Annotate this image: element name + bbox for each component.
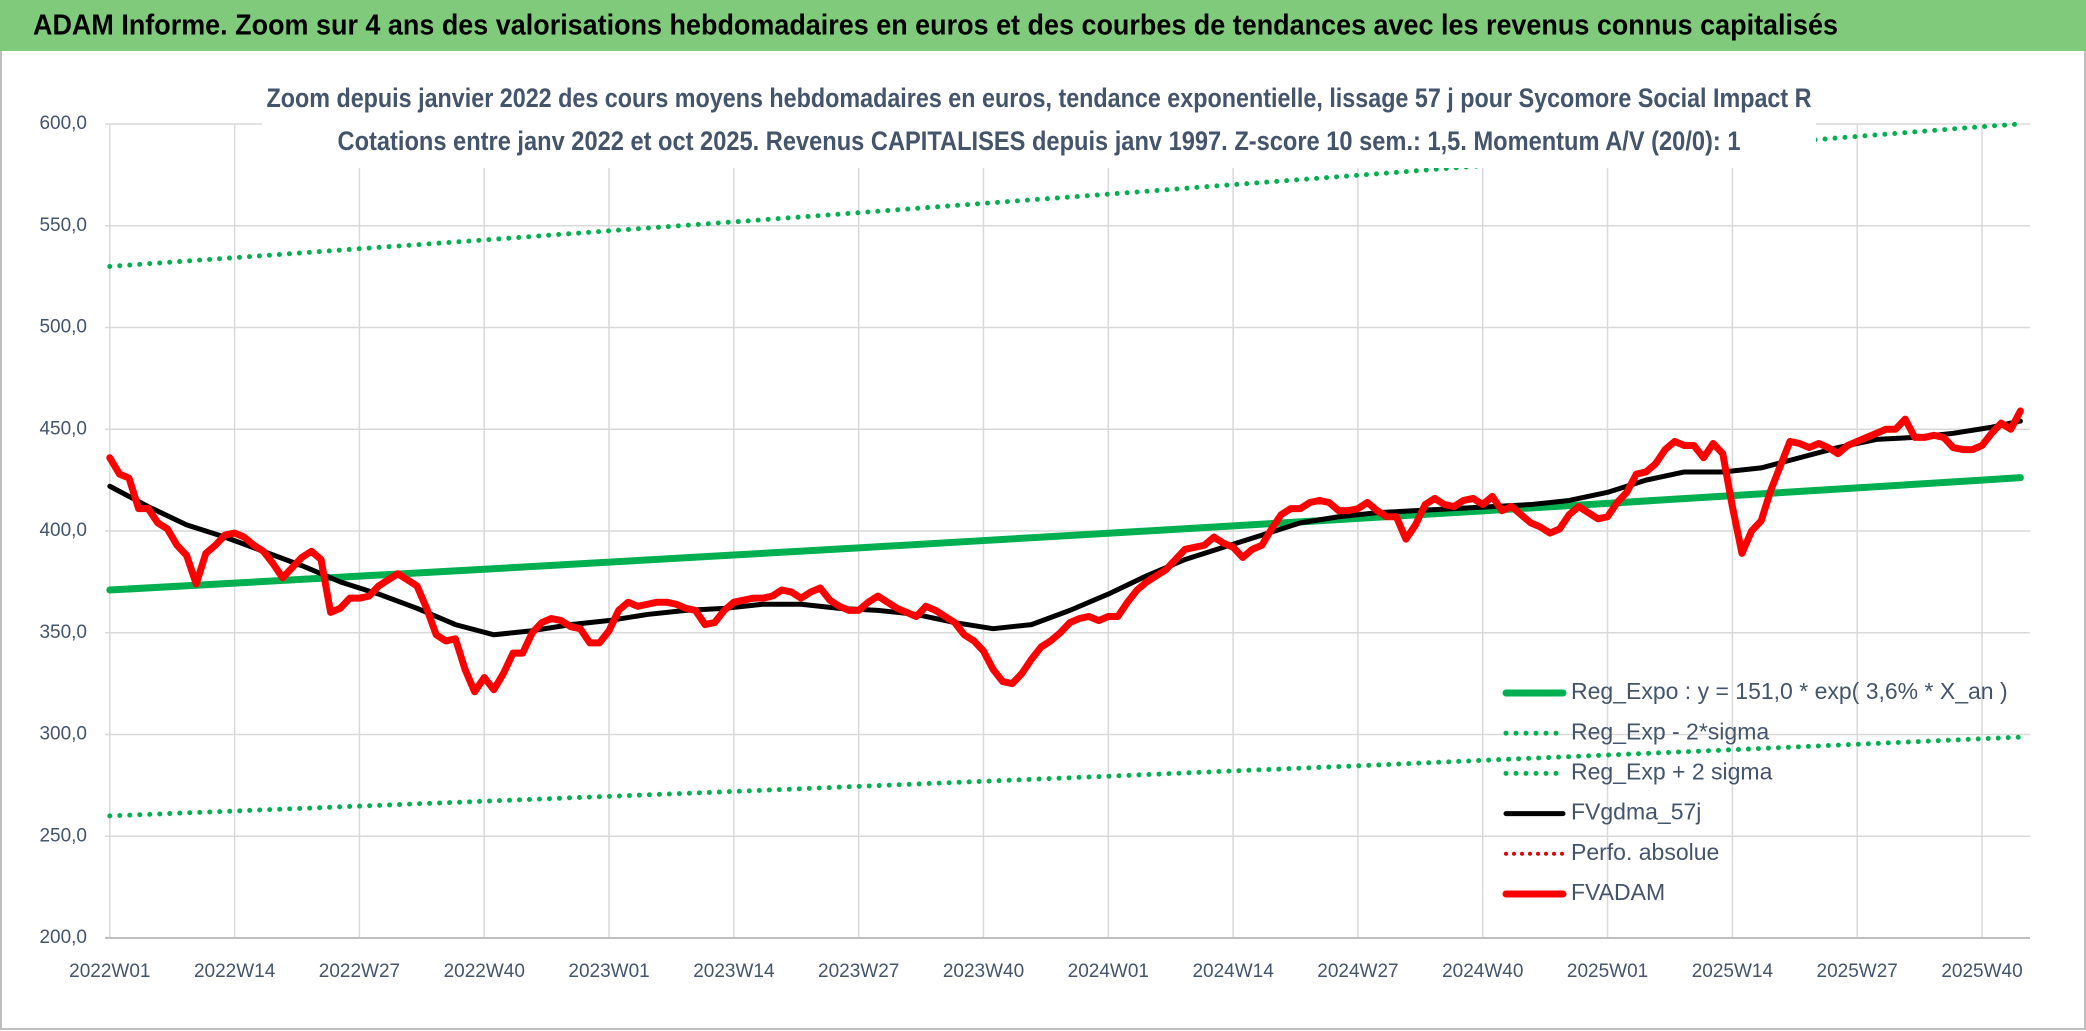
x-tick-label: 2023W14 [693, 961, 775, 982]
x-tick-label: 2022W27 [319, 961, 400, 982]
x-tick-label: 2024W14 [1192, 961, 1274, 982]
chart-title: Zoom depuis janvier 2022 des cours moyen… [267, 83, 1812, 113]
y-tick-label: 600,0 [39, 113, 87, 134]
x-tick-label: 2024W27 [1317, 961, 1398, 982]
x-tick-label: 2022W40 [444, 961, 525, 982]
legend-label: Reg_Exp + 2 sigma [1571, 758, 1773, 784]
header: ADAM Informe. Zoom sur 4 ans des valoris… [33, 10, 1838, 42]
x-tick-label: 2025W01 [1567, 961, 1648, 982]
chart-subtitle: Cotations entre janv 2022 et oct 2025. R… [338, 126, 1741, 156]
y-tick-label: 450,0 [39, 418, 87, 439]
x-tick-label: 2025W27 [1817, 961, 1898, 982]
x-tick-label: 2023W27 [818, 961, 899, 982]
legend-label: Perfo. absolue [1571, 839, 1719, 865]
x-tick-label: 2025W40 [1941, 961, 2022, 982]
legend-label: Reg_Exp - 2*sigma [1571, 718, 1769, 744]
x-tick-label: 2024W01 [1068, 961, 1149, 982]
y-tick-label: 500,0 [39, 317, 87, 338]
y-tick-label: 550,0 [39, 215, 87, 236]
series-line [106, 407, 2024, 696]
x-tick-label: 2022W14 [194, 961, 276, 982]
title-box [262, 78, 1816, 168]
header-bar [0, 0, 2086, 51]
x-tick-label: 2023W01 [568, 961, 649, 982]
x-tick-label: 2025W14 [1692, 961, 1774, 982]
x-tick-label: 2022W01 [69, 961, 150, 982]
legend-label: Reg_Expo : y = 151,0 * exp( 3,6% * X_an … [1571, 678, 2008, 704]
y-tick-label: 300,0 [39, 724, 87, 745]
y-tick-label: 200,0 [39, 927, 87, 948]
x-tick-label: 2023W40 [943, 961, 1024, 982]
y-tick-label: 350,0 [39, 622, 87, 643]
legend-label: FVgdma_57j [1571, 799, 1701, 825]
legend-label: FVADAM [1571, 879, 1665, 905]
series-line [107, 734, 2023, 819]
y-tick-label: 400,0 [39, 520, 87, 541]
y-tick-label: 250,0 [39, 825, 87, 846]
x-tick-label: 2024W40 [1442, 961, 1523, 982]
series-line [106, 474, 2024, 594]
